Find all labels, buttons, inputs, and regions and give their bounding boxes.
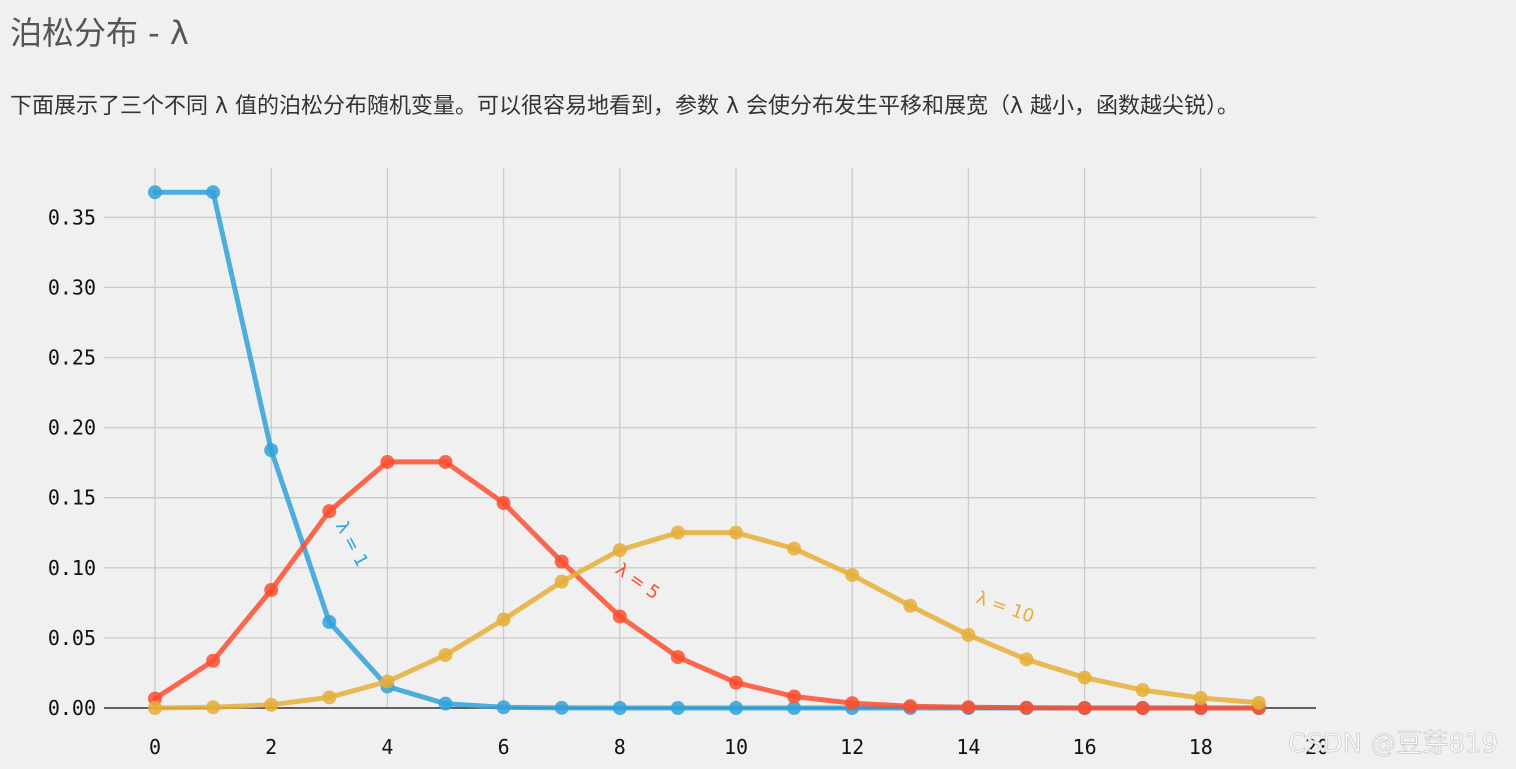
data-point: [554, 554, 569, 569]
x-tick-label: 0: [149, 735, 161, 759]
data-point: [787, 541, 802, 556]
data-point: [729, 701, 743, 715]
series-2: [148, 454, 1266, 715]
data-point: [496, 612, 511, 627]
y-tick-label: 0.00: [48, 696, 96, 720]
x-tick-label: 12: [840, 735, 864, 759]
data-point: [322, 504, 337, 519]
data-point: [670, 701, 685, 715]
data-point: [554, 700, 569, 715]
data-point: [1077, 701, 1092, 715]
data-point: [1019, 652, 1034, 667]
data-point: [496, 700, 511, 715]
x-tick-label: 20: [1305, 735, 1329, 759]
data-point: [206, 653, 221, 668]
data-point: [612, 543, 627, 558]
data-point: [438, 454, 453, 469]
data-point: [1077, 670, 1092, 685]
data-point: [612, 609, 627, 624]
x-tick-label: 4: [381, 735, 393, 759]
y-tick-label: 0.20: [48, 416, 96, 440]
series-label: λ = 10: [973, 587, 1037, 627]
data-point: [1251, 695, 1266, 710]
data-point: [380, 674, 395, 689]
data-point: [903, 699, 918, 714]
y-tick-label: 0.25: [48, 346, 96, 370]
data-point: [1193, 701, 1208, 715]
data-point: [206, 185, 221, 200]
data-point: [1135, 683, 1150, 698]
data-point: [322, 690, 337, 705]
series-line: [152, 189, 1262, 711]
data-point: [322, 615, 337, 630]
page-description: 下面展示了三个不同 λ 值的泊松分布随机变量。可以很容易地看到，参数 λ 会使分…: [10, 94, 1240, 119]
series-1: [148, 185, 1266, 715]
data-point: [961, 627, 976, 642]
data-point: [148, 701, 162, 715]
y-tick-label: 0.35: [48, 205, 96, 229]
data-point: [845, 568, 860, 583]
data-point: [612, 701, 627, 715]
x-tick-label: 10: [724, 735, 748, 759]
data-point: [670, 525, 685, 540]
x-tick-label: 2: [265, 735, 277, 759]
data-point: [264, 697, 279, 712]
x-tick-label: 14: [956, 735, 980, 759]
data-point: [1135, 701, 1150, 715]
series-label: λ = 1: [331, 518, 372, 571]
data-point: [148, 185, 162, 200]
page-title: 泊松分布 - λ: [10, 14, 189, 52]
grid-layer: [104, 168, 1316, 708]
data-point: [206, 700, 221, 715]
y-tick-label: 0.30: [48, 275, 96, 299]
data-point: [438, 696, 453, 711]
data-point: [496, 496, 511, 511]
data-point: [845, 696, 860, 711]
x-tick-label: 8: [614, 735, 626, 759]
data-point: [729, 675, 743, 690]
x-tick-label: 18: [1189, 735, 1213, 759]
series-3: [148, 525, 1266, 715]
data-point: [554, 574, 569, 589]
data-point: [729, 525, 743, 540]
data-point: [1019, 700, 1034, 715]
data-point: [787, 701, 802, 715]
data-point: [264, 582, 279, 597]
x-tick-label: 6: [498, 735, 510, 759]
data-point: [438, 648, 453, 663]
series-line: [152, 530, 1262, 711]
data-point: [264, 443, 279, 458]
data-point: [1193, 691, 1208, 706]
series-layer: [148, 185, 1266, 715]
series-line: [152, 459, 1262, 711]
y-tick-label: 0.10: [48, 556, 96, 580]
data-point: [670, 650, 685, 665]
data-point: [961, 700, 976, 715]
data-point: [380, 454, 395, 469]
axis-layer: 0 2 4 6 8 10 12 14 16 18 20 0.00 0.05 0.10 0.15 0.20 0.2…: [48, 205, 1329, 759]
y-tick-label: 0.05: [48, 626, 96, 650]
watermark: CSDN @豆芽819: [1288, 729, 1498, 759]
data-point: [787, 689, 802, 704]
y-tick-label: 0.15: [48, 486, 96, 510]
x-tick-label: 16: [1073, 735, 1097, 759]
data-point: [903, 598, 918, 613]
